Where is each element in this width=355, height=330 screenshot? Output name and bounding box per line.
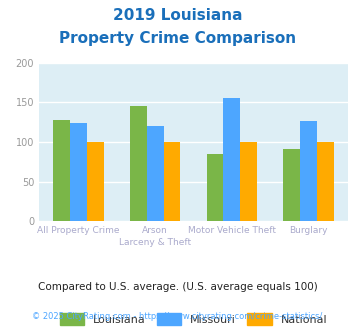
Text: Compared to U.S. average. (U.S. average equals 100): Compared to U.S. average. (U.S. average … bbox=[38, 282, 317, 292]
Bar bbox=[300, 121, 317, 221]
Bar bbox=[147, 126, 164, 221]
Bar bbox=[283, 149, 300, 221]
Bar bbox=[317, 142, 334, 221]
Bar bbox=[207, 154, 223, 221]
Bar bbox=[53, 120, 70, 221]
Text: 2019 Louisiana: 2019 Louisiana bbox=[113, 8, 242, 23]
Bar bbox=[70, 123, 87, 221]
Bar bbox=[164, 142, 180, 221]
Text: Property Crime Comparison: Property Crime Comparison bbox=[59, 31, 296, 46]
Bar bbox=[240, 142, 257, 221]
Bar bbox=[87, 142, 104, 221]
Text: © 2025 CityRating.com - https://www.cityrating.com/crime-statistics/: © 2025 CityRating.com - https://www.city… bbox=[32, 312, 323, 321]
Legend: Louisiana, Missouri, National: Louisiana, Missouri, National bbox=[55, 309, 332, 329]
Bar bbox=[223, 98, 240, 221]
Bar bbox=[130, 106, 147, 221]
